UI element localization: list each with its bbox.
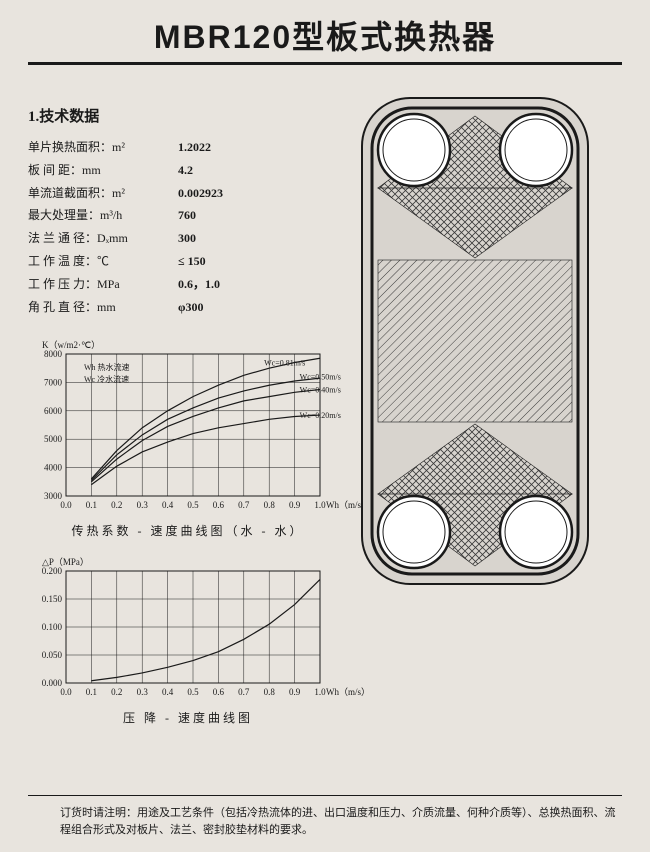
chart1-caption: 传热系数 - 速度曲线图（水 - 水）: [28, 522, 348, 539]
heat-transfer-chart: 0.0 0.1 0.2 0.3 0.4 0.5 0.6 0.7 0.8 0.9 1.0 3000 400…: [28, 336, 348, 516]
svg-text:0.8: 0.8: [264, 687, 276, 697]
spec-row: 单流道截面积：m²0.002923: [28, 182, 348, 205]
svg-text:5000: 5000: [44, 435, 63, 445]
pressure-drop-chart: 0.0 0.1 0.2 0.3 0.4 0.5 0.6 0.7 0.8 0.9 1.0 0.000 0.…: [28, 553, 348, 703]
spec-value: 4.2: [178, 159, 193, 182]
svg-text:0.200: 0.200: [42, 566, 63, 576]
svg-text:0.4: 0.4: [162, 687, 174, 697]
chart2-caption: 压 降 - 速度曲线图: [28, 709, 348, 726]
svg-text:0.000: 0.000: [42, 678, 63, 688]
spec-value: ≤ 150: [178, 250, 206, 273]
svg-text:Wc=0.50m/s: Wc=0.50m/s: [300, 373, 341, 382]
svg-text:Wc 冷水流速: Wc 冷水流速: [84, 374, 129, 384]
svg-text:0.5: 0.5: [187, 500, 199, 510]
svg-text:4000: 4000: [44, 463, 63, 473]
svg-text:0.0: 0.0: [60, 500, 72, 510]
svg-text:0.4: 0.4: [162, 500, 174, 510]
svg-text:0.150: 0.150: [42, 594, 63, 604]
spec-label: 板 间 距：mm: [28, 159, 178, 182]
spec-value: 0.6，1.0: [178, 273, 220, 296]
svg-text:8000: 8000: [44, 349, 63, 359]
svg-text:△P（MPa）: △P（MPa）: [42, 557, 89, 567]
spec-label: 角 孔 直 径：mm: [28, 296, 178, 319]
title-divider: [28, 62, 622, 65]
svg-text:0.1: 0.1: [86, 500, 97, 510]
spec-value: 0.002923: [178, 182, 223, 205]
svg-text:7000: 7000: [44, 378, 63, 388]
spec-label: 单片换热面积：m²: [28, 136, 178, 159]
svg-text:3000: 3000: [44, 491, 63, 501]
svg-text:0.6: 0.6: [213, 500, 225, 510]
footnote-text: 用途及工艺条件（包括冷热流体的进、出口温度和压力、介质流量、何种介质等）、总换热…: [60, 807, 616, 836]
svg-text:Wc=0.81m/s: Wc=0.81m/s: [264, 359, 305, 368]
spec-row: 板 间 距：mm4.2: [28, 159, 348, 182]
svg-text:0.1: 0.1: [86, 687, 97, 697]
spec-row: 角 孔 直 径：mmφ300: [28, 296, 348, 319]
spec-value: 760: [178, 204, 196, 227]
bottom-divider: [28, 795, 622, 796]
spec-value: 1.2022: [178, 136, 211, 159]
svg-text:0.8: 0.8: [264, 500, 276, 510]
svg-text:0.5: 0.5: [187, 687, 199, 697]
spec-row: 工 作 压 力：MPa0.6，1.0: [28, 273, 348, 296]
spec-value: φ300: [178, 296, 204, 319]
specs-table: 单片换热面积：m²1.2022板 间 距：mm4.2单流道截面积：m²0.002…: [28, 136, 348, 318]
svg-text:0.7: 0.7: [238, 500, 250, 510]
spec-label: 最大处理量：m³/h: [28, 204, 178, 227]
spec-label: 单流道截面积：m²: [28, 182, 178, 205]
page-title: MBR120型板式换热器: [28, 12, 622, 58]
svg-text:0.2: 0.2: [111, 500, 122, 510]
svg-text:Wh 热水流速: Wh 热水流速: [84, 362, 130, 372]
svg-text:0.0: 0.0: [60, 687, 72, 697]
svg-text:Wc=0.20m/s: Wc=0.20m/s: [300, 411, 341, 420]
spec-row: 法 兰 通 径：Dₓmm300: [28, 227, 348, 250]
svg-text:K（w/m2·℃）: K（w/m2·℃）: [42, 340, 100, 350]
svg-text:1.0: 1.0: [314, 687, 326, 697]
svg-text:0.9: 0.9: [289, 500, 301, 510]
spec-label: 工 作 温 度：℃: [28, 250, 178, 273]
spec-row: 工 作 温 度：℃≤ 150: [28, 250, 348, 273]
order-footnote: 订货时请注明：用途及工艺条件（包括冷热流体的进、出口温度和压力、介质流量、何种介…: [60, 805, 622, 838]
svg-text:0.6: 0.6: [213, 687, 225, 697]
svg-text:0.3: 0.3: [137, 687, 149, 697]
svg-text:0.9: 0.9: [289, 687, 301, 697]
svg-text:6000: 6000: [44, 406, 63, 416]
spec-value: 300: [178, 227, 196, 250]
svg-text:0.100: 0.100: [42, 622, 63, 632]
spec-row: 最大处理量：m³/h760: [28, 204, 348, 227]
spec-label: 工 作 压 力：MPa: [28, 273, 178, 296]
svg-text:0.2: 0.2: [111, 687, 122, 697]
spec-row: 单片换热面积：m²1.2022: [28, 136, 348, 159]
svg-text:0.050: 0.050: [42, 650, 63, 660]
footnote-label: 订货时请注明：: [60, 807, 137, 819]
svg-text:0.3: 0.3: [137, 500, 149, 510]
svg-text:0.7: 0.7: [238, 687, 250, 697]
svg-text:Wc=0.40m/s: Wc=0.40m/s: [300, 386, 341, 395]
spec-label: 法 兰 通 径：Dₓmm: [28, 227, 178, 250]
svg-text:1.0: 1.0: [314, 500, 326, 510]
